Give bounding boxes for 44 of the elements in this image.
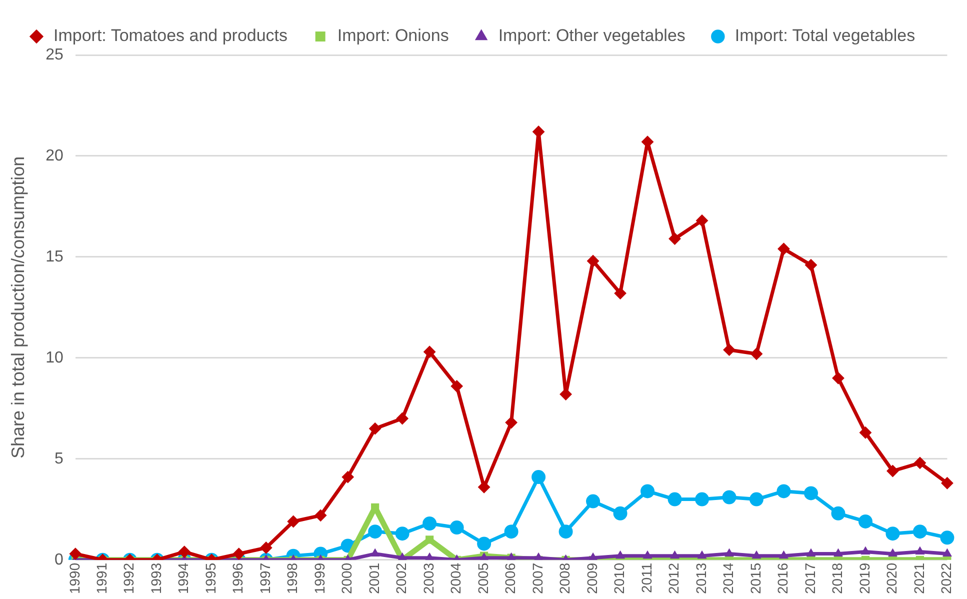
legend-label: Import: Total vegetables [734, 26, 916, 46]
legend-label: Import: Other vegetables [498, 26, 686, 46]
x-tick-label: 1998 [284, 562, 300, 594]
y-tick-label: 5 [54, 450, 64, 468]
x-tick-label: 2015 [747, 562, 764, 594]
x-tick-label: 2011 [638, 562, 654, 593]
y-tick-label: 0 [54, 551, 64, 568]
y-tick-label: 25 [46, 46, 64, 64]
x-tick-label: 2005 [474, 562, 491, 594]
x-tick-label: 1994 [175, 562, 192, 594]
y-tick-label: 10 [46, 349, 64, 366]
y-tick-label: 20 [46, 147, 64, 164]
x-tick-label: 2022 [938, 562, 954, 594]
legend-label: Import: Tomatoes and products [54, 26, 288, 46]
x-tick-label: 2000 [338, 562, 355, 594]
x-tick-label: 2021 [910, 562, 927, 594]
x-tick-label: 1991 [94, 562, 110, 594]
x-tick-label: 2013 [692, 562, 709, 594]
x-tick-label: 2017 [802, 562, 818, 594]
x-tick-label: 2018 [829, 562, 846, 594]
x-tick-label: 2003 [420, 562, 436, 594]
x-tick-label: 2020 [884, 562, 900, 594]
x-tick-label: 2014 [720, 562, 736, 594]
legend-label: Import: Onions [337, 26, 449, 46]
x-tick-label: 1996 [230, 562, 246, 594]
x-tick-label: 2012 [666, 562, 682, 594]
x-tick-label: 2010 [611, 562, 628, 594]
x-tick-label: 1990 [66, 562, 82, 594]
x-tick-label: 2009 [584, 562, 600, 594]
y-axis-title: Share in total production/consumption [8, 156, 28, 459]
x-tick-label: 2008 [556, 562, 573, 594]
x-tick-label: 1992 [120, 562, 137, 594]
x-tick-label: 1995 [202, 562, 218, 594]
x-tick-label: 2001 [366, 562, 382, 594]
x-tick-label: 1999 [311, 562, 328, 594]
y-tick-label: 15 [46, 248, 64, 266]
x-tick-label: 2019 [856, 562, 872, 594]
x-tick-label: 2002 [393, 562, 410, 594]
x-tick-label: 2016 [774, 562, 791, 594]
x-tick-label: 2007 [529, 562, 546, 594]
x-tick-label: 2004 [448, 562, 464, 594]
x-tick-label: 2006 [502, 562, 518, 594]
x-tick-label: 1997 [256, 562, 273, 594]
x-tick-label: 1993 [148, 562, 164, 594]
